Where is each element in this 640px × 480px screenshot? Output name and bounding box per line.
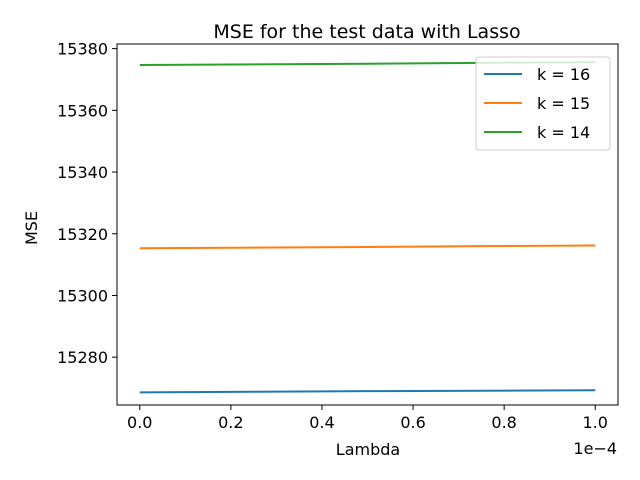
axes-frame bbox=[116, 43, 619, 406]
legend: k = 16 k = 15 k = 14 bbox=[475, 56, 611, 151]
x-tick-label: 0.4 bbox=[309, 413, 334, 432]
legend-label-1: k = 16 bbox=[537, 65, 590, 84]
legend-label-3: k = 14 bbox=[537, 123, 590, 142]
x-tick-label: 1.0 bbox=[583, 413, 608, 432]
y-tick-label: 15360 bbox=[57, 101, 108, 120]
x-axis-offset-text: 1e−4 bbox=[573, 439, 617, 458]
x-tick-label: 0.0 bbox=[127, 413, 152, 432]
axes: 0.0 0.2 0.4 0.6 0.8 1.0 15280 15300 15320 15340 15… bbox=[57, 40, 619, 432]
y-axis-label: MSE bbox=[22, 211, 41, 245]
x-tick-label: 0.2 bbox=[218, 413, 243, 432]
legend-box bbox=[475, 56, 611, 151]
y-tick-label: 15380 bbox=[57, 40, 108, 59]
chart-title: MSE for the test data with Lasso bbox=[213, 21, 520, 43]
x-tick-label: 0.6 bbox=[400, 413, 425, 432]
y-tick-label: 15280 bbox=[57, 348, 108, 367]
legend-label-2: k = 15 bbox=[537, 94, 590, 113]
y-tick-label: 15320 bbox=[57, 225, 108, 244]
series-line-2 bbox=[139, 244, 596, 250]
series-line-1 bbox=[139, 389, 596, 394]
x-axis-label: Lambda bbox=[336, 440, 400, 459]
y-tick-label: 15300 bbox=[57, 286, 108, 305]
y-tick-label: 15340 bbox=[57, 163, 108, 182]
x-tick-label: 0.8 bbox=[491, 413, 516, 432]
